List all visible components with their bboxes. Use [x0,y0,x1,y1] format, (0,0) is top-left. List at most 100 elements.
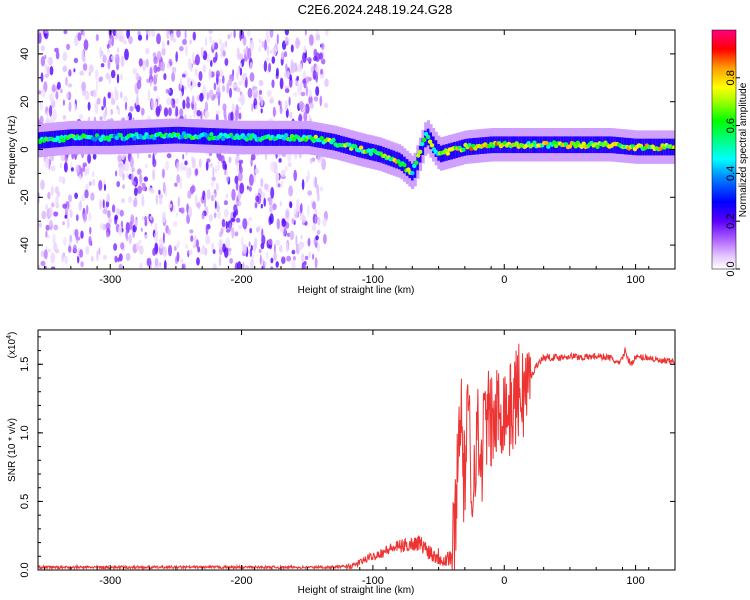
noise-speck [45,224,50,231]
noise-speck [298,113,303,123]
noise-speck [44,63,48,73]
noise-speck [188,249,193,256]
noise-speck [80,261,84,268]
noise-speck [186,101,191,109]
noise-speck [260,203,263,209]
noise-speck [270,257,274,264]
noise-speck [62,176,66,185]
noise-speck [224,247,229,258]
noise-speck [82,212,88,222]
noise-speck [168,203,173,209]
noise-speck [52,233,56,245]
noise-speck [284,99,288,112]
ridge-point [532,140,537,145]
noise-speck [296,198,300,210]
noise-speck [181,263,185,269]
noise-speck [180,77,183,90]
noise-speck [217,91,221,99]
noise-speck [50,252,55,264]
noise-speck [135,104,141,113]
noise-speck [40,260,46,267]
noise-speck [139,245,144,255]
noise-speck [217,159,220,172]
noise-speck [44,30,49,34]
snr-y-label: SNR (10 * v/v) [7,418,18,482]
ridge-point [461,147,466,152]
colorbar-label: Normalized spectral amplitude [738,82,749,217]
noise-speck [158,237,164,249]
noise-speck [92,153,97,160]
ridge-point [92,137,98,142]
noise-speck [276,172,279,182]
noise-speck [259,254,262,265]
noise-speck [300,234,303,240]
noise-speck [106,193,111,203]
noise-speck [222,85,226,92]
noise-speck [272,203,277,211]
noise-speck [301,253,305,263]
noise-speck [312,201,317,210]
noise-speck [40,179,45,190]
noise-speck [98,77,101,83]
noise-speck [233,30,236,39]
noise-speck [209,162,213,168]
noise-speck [74,103,77,112]
noise-speck [180,258,184,263]
noise-speck [249,248,253,257]
noise-speck [275,67,279,77]
noise-speck [260,108,263,114]
noise-speck [196,257,200,266]
noise-speck [228,87,233,98]
noise-speck [161,47,166,56]
noise-speck [321,42,325,51]
noise-speck [209,68,212,78]
noise-speck [315,34,321,41]
ridge-band [421,138,425,155]
noise-speck [314,257,318,269]
ridge-point [420,141,425,147]
noise-speck [123,96,128,102]
noise-speck [320,186,324,192]
ridge-point [410,170,415,176]
noise-speck [316,192,320,202]
noise-speck [191,157,196,169]
noise-speck [68,101,72,112]
noise-speck [295,235,298,247]
noise-speck [109,31,112,40]
noise-speck [170,99,173,106]
noise-speck [175,244,180,249]
noise-speck [175,98,180,105]
noise-speck [313,96,319,102]
noise-speck [143,176,148,182]
snr-line-group [38,343,675,570]
noise-speck [40,89,46,98]
noise-speck [247,48,252,60]
noise-speck [150,189,155,194]
noise-speck [84,90,90,101]
ridge-point [319,136,324,141]
noise-speck [288,96,291,107]
noise-speck [120,198,126,204]
noise-speck [54,248,60,254]
noise-speck [315,86,320,97]
noise-speck [182,99,186,110]
noise-speck [117,47,119,53]
noise-speck [154,257,159,267]
noise-speck [266,89,272,97]
noise-speck [263,261,267,266]
noise-speck [200,46,204,58]
noise-speck [220,49,223,59]
noise-speck [286,255,292,262]
ridge-point [552,140,557,145]
noise-speck [195,54,200,66]
noise-speck [297,62,303,73]
noise-speck [306,57,312,63]
noise-speck [288,185,293,197]
noise-speck [155,194,158,205]
noise-speck [134,196,138,205]
noise-speck [68,194,72,203]
noise-speck [50,165,56,172]
noise-speck [131,166,136,173]
noise-speck [122,184,125,189]
noise-speck [163,107,169,117]
